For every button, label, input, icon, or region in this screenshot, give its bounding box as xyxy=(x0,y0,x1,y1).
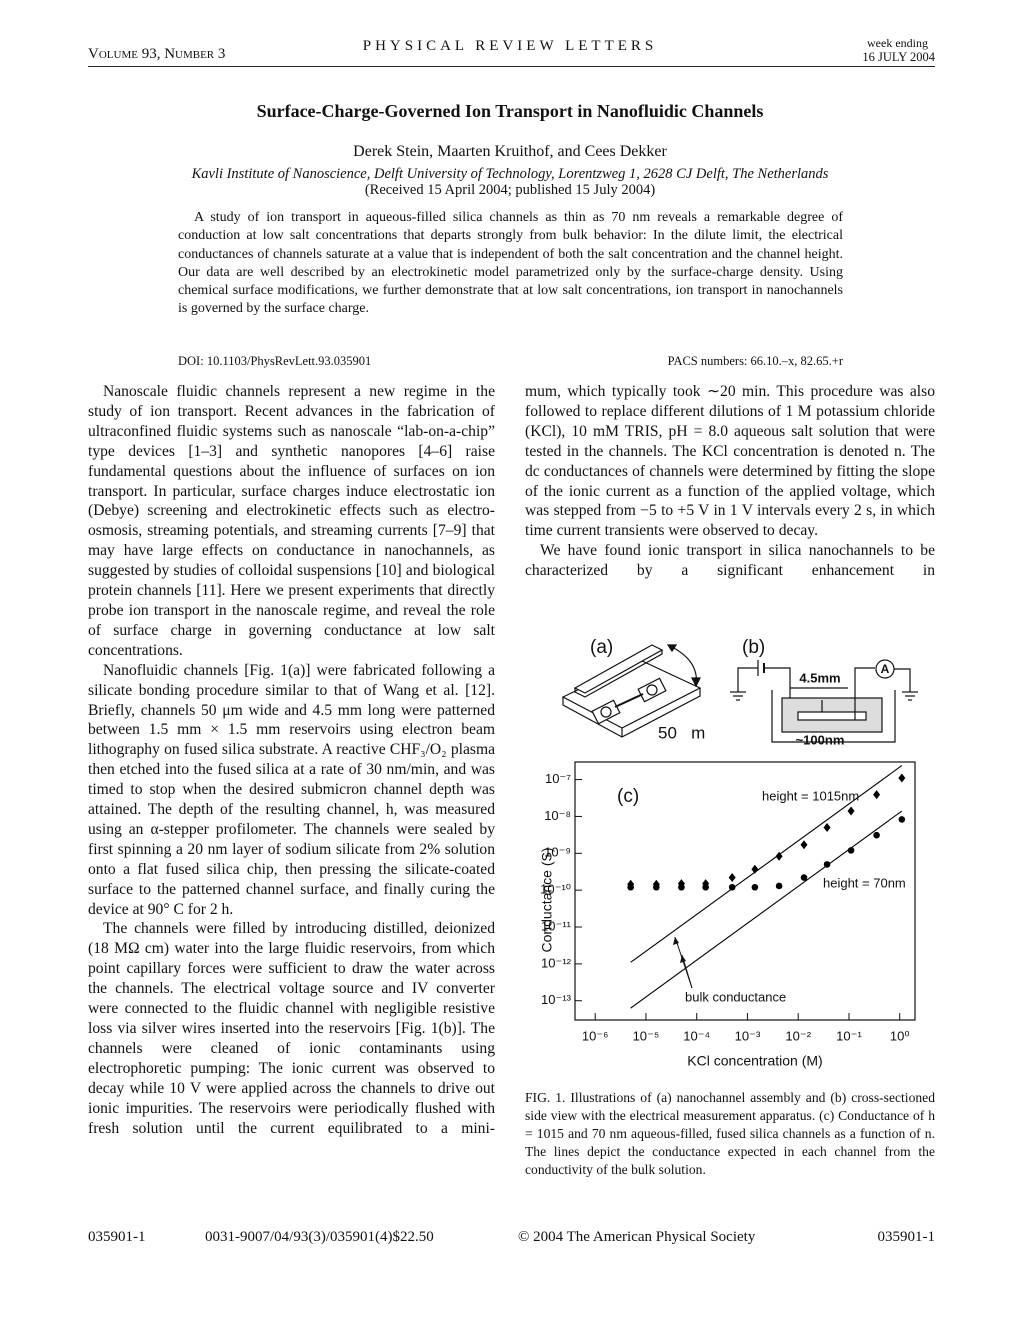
annotation-arrowhead xyxy=(673,937,679,945)
point xyxy=(678,883,685,891)
panel-label: (a) xyxy=(590,637,613,658)
point xyxy=(873,790,881,800)
point xyxy=(847,847,855,854)
meter-label: A xyxy=(881,662,890,676)
left-column: Nanoscale fluidic channels represent a n… xyxy=(88,382,495,1138)
y-tick-label: 10⁻¹¹ xyxy=(541,918,572,933)
bulk-line xyxy=(630,765,903,963)
y-tick-label: 10⁻¹² xyxy=(541,955,572,970)
journal: PHYSICAL REVIEW LETTERS xyxy=(362,38,658,54)
x-tick-label: 10⁻³ xyxy=(735,1028,761,1043)
point xyxy=(728,883,736,891)
page-number: 035901-1 xyxy=(88,1229,146,1245)
abstract: A study of ion transport in aqueous-fill… xyxy=(178,210,843,317)
point xyxy=(627,883,634,891)
annotation: bulk conductance xyxy=(685,989,786,1004)
point xyxy=(775,882,783,890)
point xyxy=(775,851,783,861)
affiliation: Kavli Institute of Nanoscience, Delft Un… xyxy=(191,166,829,182)
annotation-arrowhead xyxy=(680,955,686,963)
received: (Received 15 April 2004; published 15 Ju… xyxy=(364,182,656,198)
page-number: 035901-1 xyxy=(877,1229,936,1245)
point xyxy=(653,883,660,891)
volume: Volume 93, Number 3 xyxy=(88,46,226,62)
length-label: 4.5mm xyxy=(799,670,840,685)
point xyxy=(702,883,709,891)
panel-b-drawing xyxy=(730,659,918,743)
point xyxy=(751,883,759,891)
x-axis-title: KCl concentration (M) xyxy=(687,1053,822,1069)
figure-caption: FIG. 1. Illustrations of (a) nanochannel… xyxy=(525,1090,935,1177)
y-tick-label: 10⁻¹³ xyxy=(541,992,572,1007)
header-rule xyxy=(88,66,935,67)
x-tick-label: 10⁻² xyxy=(785,1028,811,1043)
x-tick-label: 10⁻¹ xyxy=(836,1028,862,1043)
paragraph: We have found ionic transport in silica … xyxy=(525,542,935,580)
y-tick-label: 10⁻¹⁰ xyxy=(540,882,571,897)
pacs: PACS numbers: 66.10.–x, 82.65.+r xyxy=(667,354,843,368)
annotation: height = 70nm xyxy=(823,875,906,890)
point xyxy=(823,861,831,868)
panel-label: (b) xyxy=(742,637,765,658)
point xyxy=(873,831,880,839)
point xyxy=(800,840,808,850)
point xyxy=(898,773,906,783)
annotation: height = 1015nm xyxy=(762,788,859,803)
point xyxy=(847,806,855,816)
y-axis-title: Conductance (S) xyxy=(539,847,555,952)
scale-label: 50 m xyxy=(658,723,705,742)
paragraph: Nanofluidic channels [Fig. 1(a)] were fa… xyxy=(88,661,495,918)
paragraph: Nanoscale fluidic channels represent a n… xyxy=(88,383,495,659)
y-tick-label: 10⁻⁹ xyxy=(544,845,571,860)
week-ending: week ending xyxy=(867,36,928,50)
x-tick-label: 10⁻⁵ xyxy=(633,1028,660,1043)
x-tick-label: 10⁰ xyxy=(890,1028,910,1043)
y-tick-label: 10⁻⁷ xyxy=(545,771,571,786)
y-tick-label: 10⁻⁸ xyxy=(544,808,571,823)
panel-a-drawing xyxy=(561,644,702,738)
x-tick-label: 10⁻⁶ xyxy=(582,1028,609,1043)
point xyxy=(898,816,906,823)
authors: Derek Stein, Maarten Kruithof, and Cees … xyxy=(353,143,667,160)
article-code: 0031-9007/04/93(3)/035901(4)$22.50 xyxy=(205,1229,434,1245)
copyright: © 2004 The American Physical Society xyxy=(518,1229,756,1245)
x-tick-label: 10⁻⁴ xyxy=(683,1028,710,1043)
issue-date: 16 JULY 2004 xyxy=(862,50,935,64)
point xyxy=(728,873,736,883)
panel-label: (c) xyxy=(617,786,639,807)
point xyxy=(800,874,808,881)
paragraph: The channels were filled by introducing … xyxy=(88,920,495,1137)
point xyxy=(751,864,759,874)
doi: DOI: 10.1103/PhysRevLett.93.035901 xyxy=(178,354,372,368)
paragraph: mum, which typically took ∼20 min. This … xyxy=(525,383,935,540)
point xyxy=(823,823,831,833)
title: Surface-Charge-Governed Ion Transport in… xyxy=(256,101,764,121)
depth-label: ~100nm xyxy=(796,732,845,747)
bulk-line xyxy=(630,810,903,1009)
right-column: mum, which typically took ∼20 min. This … xyxy=(525,382,935,581)
plot-frame xyxy=(574,761,916,1021)
